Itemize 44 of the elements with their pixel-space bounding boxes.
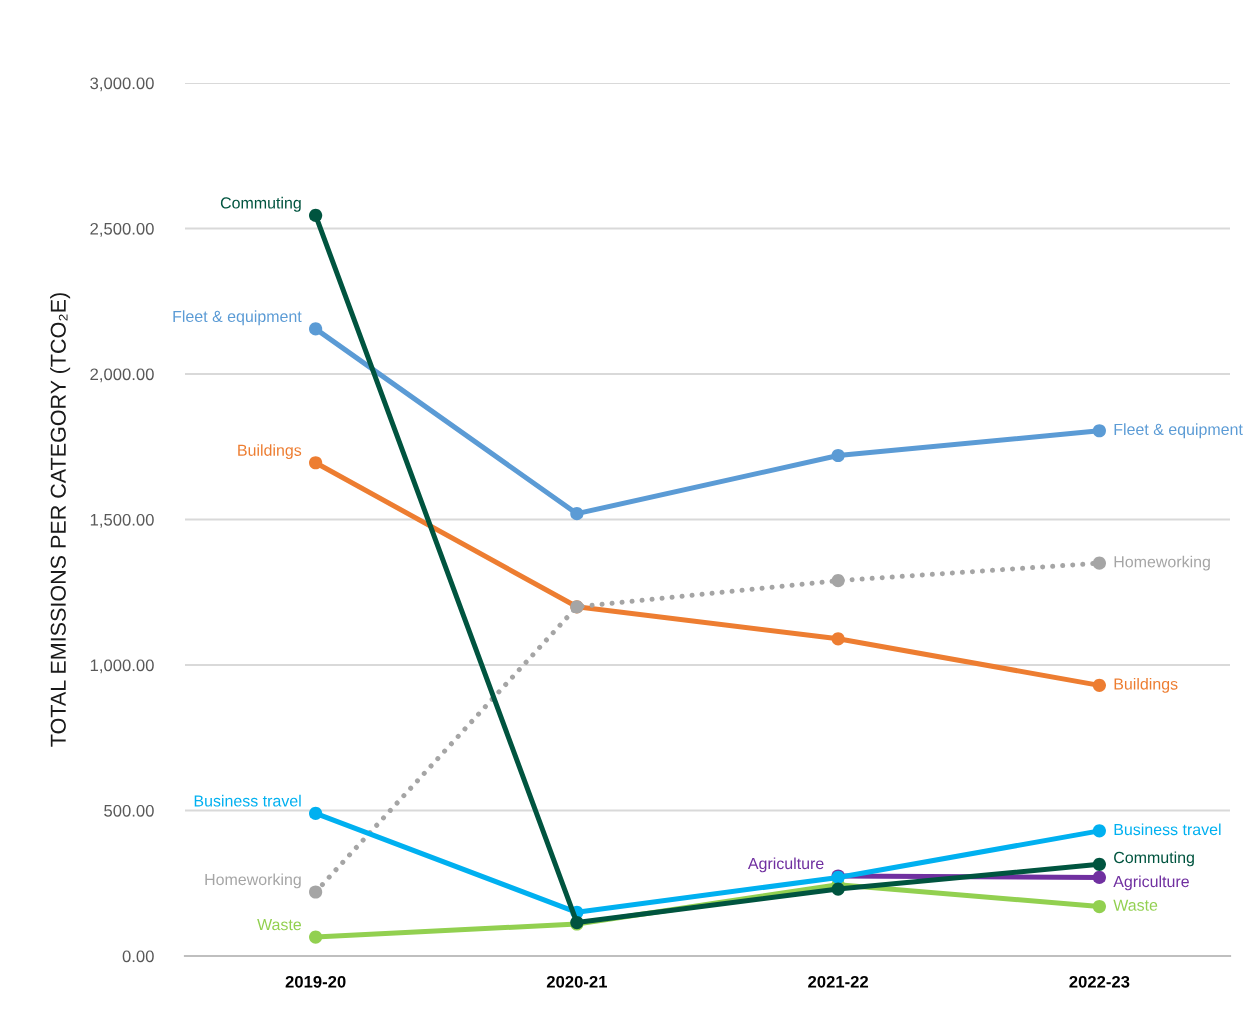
y-tick-label: 1,000.00 [90,659,154,674]
y-tick-label: 2,000.00 [90,368,154,383]
y-tick-label: 1,500.00 [90,513,154,528]
text: Agriculture [747,857,824,873]
point [831,882,845,896]
text: Homeworking [205,873,301,889]
point [1092,857,1106,871]
text: Buildings [1114,677,1178,693]
series-label: Homeworking [1114,555,1210,571]
point [1092,424,1106,438]
y-axis-title: TOTAL EMISSIONS PER CATEGORY (TCO₂E) [50,293,71,747]
text: Business travel [194,794,301,807]
point [570,507,584,521]
text: Waste [257,919,302,931]
series-label: Waste [1113,899,1158,911]
x-tick-label: 2020-21 [546,975,607,988]
text: Fleet & equipment [1114,423,1243,439]
point [831,574,845,588]
point [309,806,323,821]
point [309,930,323,944]
point [831,448,845,463]
series-label: Commuting [1114,851,1194,867]
point [1092,824,1106,838]
text: Commuting [220,196,301,212]
point [309,456,323,470]
series-label: Business travel [1114,823,1221,836]
series-label: Fleet & equipment [173,310,302,326]
x-tick-label: 2022-23 [1069,975,1130,988]
x-tick-label: 2021-22 [808,975,869,988]
point [309,885,323,899]
series-label: Buildings [238,444,302,460]
point [831,632,845,646]
point [1092,678,1106,692]
y-tick-label: 2,500.00 [90,222,154,237]
point [309,208,323,222]
point [309,322,323,336]
point [1092,556,1106,570]
y-tick-label: 500.00 [104,804,154,817]
x-tick-label: 2019-20 [285,975,346,988]
y-tick-label: 0.00 [122,950,154,963]
series-label: Agriculture [1113,875,1189,891]
point [1092,899,1106,914]
y-tick-label: 3,000.00 [90,77,154,92]
point [1092,870,1106,885]
